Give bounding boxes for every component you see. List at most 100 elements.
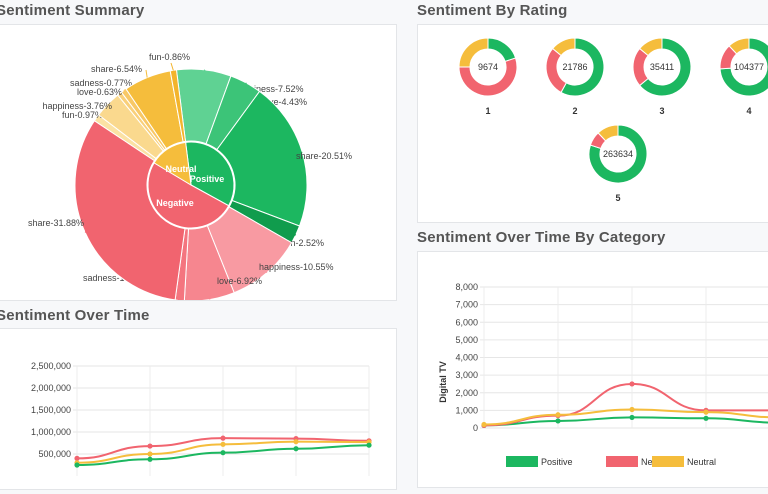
series-point-neutral-3 bbox=[703, 409, 709, 415]
series-point-positive-1 bbox=[147, 456, 153, 462]
rating-donut-charts: 9674 1 21786 2 35411 3 104377 4 263634 5 bbox=[458, 37, 768, 203]
category-line-chart: 8,000 7,000 6,000 5,000 4,000 3,000 2,000 1,000… bbox=[438, 282, 768, 467]
donut-rating-label-2: 2 bbox=[572, 106, 577, 116]
series-point-neutral-1 bbox=[555, 412, 561, 418]
by-rating-panel: 9674 1 21786 2 35411 3 104377 4 263634 5 bbox=[417, 24, 768, 223]
donut-5-positive bbox=[588, 124, 648, 184]
y-tick-4: 500,000 bbox=[38, 449, 71, 459]
series-point-neutral-2 bbox=[629, 406, 635, 413]
outer-label-10: love-0.63% bbox=[77, 87, 122, 97]
y-tick-3: 1,000,000 bbox=[31, 427, 71, 437]
outer-slice-13 bbox=[169, 69, 187, 143]
donut-1-negative bbox=[458, 57, 518, 97]
series-point-neutral-1 bbox=[147, 451, 153, 457]
series-point-positive-2 bbox=[629, 414, 635, 421]
outer-slice-2 bbox=[216, 90, 308, 227]
legend-label-positive: Positive bbox=[541, 457, 573, 467]
series-point-neutral-3 bbox=[293, 439, 299, 445]
y-tick-6: 2,000 bbox=[455, 388, 478, 398]
y-tick-8: 0 bbox=[473, 423, 478, 433]
summary-panel: happiness-7.52% love-4.43% share-20.51% fun… bbox=[0, 24, 397, 302]
donut-rating-label-1: 1 bbox=[485, 106, 490, 116]
legend-swatch-neutral bbox=[652, 456, 684, 467]
series-point-negative-2 bbox=[220, 435, 226, 441]
summary-title: Sentiment Summary bbox=[0, 2, 145, 19]
series-point-positive-0 bbox=[74, 462, 80, 468]
donut-3-neutral bbox=[638, 37, 663, 57]
series-point-negative-2 bbox=[629, 381, 635, 387]
donut-2-positive bbox=[560, 37, 605, 97]
y-tick-7: 1,000 bbox=[455, 405, 478, 415]
inner-label-neutral: Neutral bbox=[165, 164, 196, 174]
outer-label-2: share-20.51% bbox=[296, 151, 352, 161]
y-tick-2: 1,500,000 bbox=[31, 405, 71, 415]
series-point-positive-2 bbox=[220, 450, 226, 456]
donut-total-4: 104377 bbox=[734, 62, 764, 72]
series-point-positive-3 bbox=[293, 446, 299, 452]
leader-line-9 bbox=[107, 103, 117, 108]
donut-total-2: 21786 bbox=[562, 62, 587, 72]
leader-line-13 bbox=[170, 62, 174, 71]
series-point-negative-0 bbox=[74, 455, 80, 461]
by-category-panel: 8,000 7,000 6,000 5,000 4,000 3,000 2,000 1,000… bbox=[417, 251, 768, 488]
donut-4-neutral bbox=[728, 37, 750, 55]
inner-label-negative: Negative bbox=[156, 198, 194, 208]
y-tick-4: 4,000 bbox=[455, 353, 478, 363]
series-point-neutral-2 bbox=[220, 441, 226, 447]
y-tick-0: 2,500,000 bbox=[31, 361, 71, 371]
donut-1-positive bbox=[487, 37, 517, 63]
outer-label-11: sadness-0.77% bbox=[70, 78, 132, 88]
outer-label-6: sadness-1.26% bbox=[83, 273, 145, 283]
legend-swatch-negative bbox=[606, 456, 638, 467]
over-time-title: Sentiment Over Time bbox=[0, 307, 150, 324]
inner-slice-positive bbox=[185, 141, 235, 207]
y-tick-1: 2,000,000 bbox=[31, 383, 71, 393]
outer-label-8: fun-0.97% bbox=[62, 110, 103, 120]
leader-line-5 bbox=[209, 281, 214, 300]
outer-label-9: happiness-3.76% bbox=[42, 101, 112, 111]
inner-slice-neutral bbox=[153, 141, 192, 186]
y-tick-2: 6,000 bbox=[455, 317, 478, 327]
outer-label-13: fun-0.86% bbox=[149, 52, 190, 62]
outer-label-3: fun-2.52% bbox=[283, 238, 324, 248]
outer-label-12: share-6.54% bbox=[91, 64, 142, 74]
series-point-positive-1 bbox=[555, 418, 561, 424]
leader-line-12 bbox=[145, 69, 148, 78]
y-tick-1: 7,000 bbox=[455, 300, 478, 310]
inner-slice-negative bbox=[147, 162, 230, 229]
donut-3-positive bbox=[638, 37, 692, 97]
sunburst-chart: happiness-7.52% love-4.43% share-20.51% fun… bbox=[28, 52, 352, 302]
series-point-positive-4 bbox=[366, 442, 372, 448]
series-point-negative-1 bbox=[147, 443, 153, 449]
donut-rating-label-5: 5 bbox=[615, 193, 620, 203]
over-time-line-chart: 2,500,000 2,000,000 1,500,000 1,000,000 500,… bbox=[31, 361, 372, 476]
inner-label-positive: Positive bbox=[190, 174, 225, 184]
leader-line-7 bbox=[84, 223, 90, 233]
donut-total-5: 263634 bbox=[603, 149, 633, 159]
y-tick-0: 8,000 bbox=[455, 282, 478, 292]
series-point-neutral-0 bbox=[481, 421, 487, 428]
donut-rating-label-4: 4 bbox=[746, 106, 751, 116]
donut-5-neutral bbox=[597, 124, 619, 142]
donut-total-1: 9674 bbox=[478, 62, 498, 72]
leader-line-4 bbox=[254, 267, 268, 274]
outer-label-0: happiness-7.52% bbox=[234, 84, 304, 94]
outer-label-4: happiness-10.55% bbox=[259, 262, 334, 272]
legend-label-neutral: Neutral bbox=[687, 457, 716, 467]
donut-2-neutral bbox=[551, 37, 576, 57]
by-rating-title: Sentiment By Rating bbox=[417, 2, 568, 19]
outer-label-7: share-31.88% bbox=[28, 218, 84, 228]
donut-1-neutral bbox=[458, 37, 489, 68]
y-axis-label: Digital TV bbox=[438, 361, 448, 403]
y-tick-3: 5,000 bbox=[455, 335, 478, 345]
leader-line-2 bbox=[292, 151, 303, 163]
donut-4-positive bbox=[719, 37, 768, 97]
outer-label-5: love-6.92% bbox=[217, 276, 262, 286]
outer-slice-7 bbox=[74, 120, 186, 301]
by-category-title: Sentiment Over Time By Category bbox=[417, 229, 666, 246]
over-time-panel: 2,500,000 2,000,000 1,500,000 1,000,000 500,… bbox=[0, 328, 397, 490]
donut-total-3: 35411 bbox=[650, 62, 674, 72]
series-point-positive-3 bbox=[703, 415, 709, 421]
legend-swatch-positive bbox=[506, 456, 538, 467]
donut-rating-label-3: 3 bbox=[659, 106, 664, 116]
